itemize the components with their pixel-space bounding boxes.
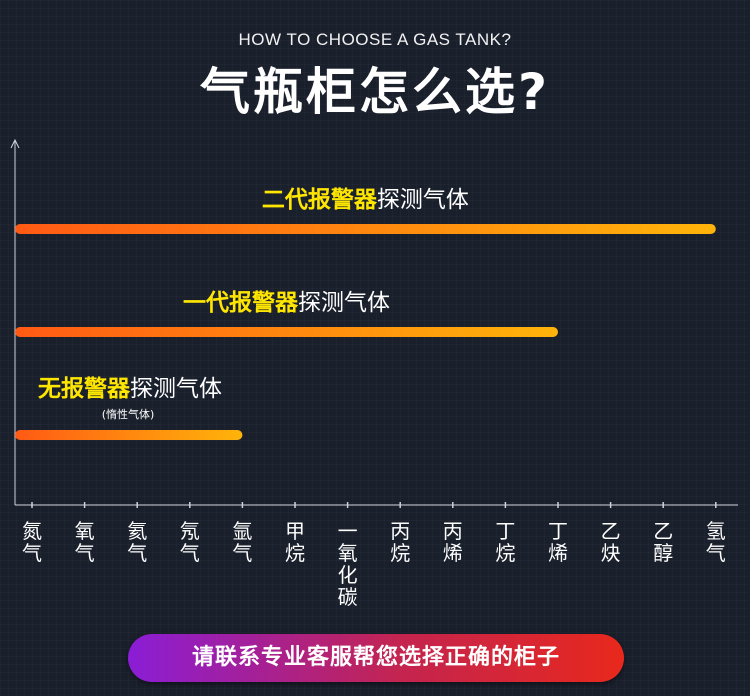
bar-label: 无报警器探测气体 bbox=[38, 376, 222, 402]
x-tick-label: 丙烷 bbox=[390, 519, 410, 565]
x-tick-label: 丙烯 bbox=[443, 519, 463, 565]
bar-series-1 bbox=[15, 224, 716, 234]
x-tick-label: 氧气 bbox=[75, 519, 95, 565]
x-tick-label: 一氧化碳 bbox=[338, 519, 358, 609]
bar-note: (惰性气体) bbox=[102, 407, 155, 421]
x-tick-label: 氦气 bbox=[127, 519, 147, 565]
x-tick-label: 乙醇 bbox=[653, 519, 673, 565]
x-tick-label: 丁烯 bbox=[548, 519, 568, 565]
page-title: 气瓶柜怎么选? bbox=[199, 63, 550, 121]
x-tick-label: 氢气 bbox=[706, 519, 726, 565]
bar-label: 二代报警器探测气体 bbox=[262, 187, 469, 213]
x-tick-label: 氮气 bbox=[22, 519, 42, 565]
bar-series-2 bbox=[15, 327, 558, 337]
bar-label: 一代报警器探测气体 bbox=[183, 290, 390, 316]
bar-series-3 bbox=[15, 430, 243, 440]
x-tick-label: 甲烷 bbox=[285, 519, 305, 565]
x-tick-label: 氩气 bbox=[232, 519, 252, 565]
contact-service-button[interactable]: 请联系专业客服帮您选择正确的柜子 bbox=[128, 634, 624, 682]
y-axis-arrow bbox=[10, 138, 20, 149]
x-tick-label: 丁烷 bbox=[495, 519, 515, 565]
subtitle: HOW TO CHOOSE A GAS TANK? bbox=[238, 30, 512, 49]
x-tick-label: 氖气 bbox=[180, 519, 200, 565]
x-tick-label: 乙炔 bbox=[601, 519, 621, 565]
